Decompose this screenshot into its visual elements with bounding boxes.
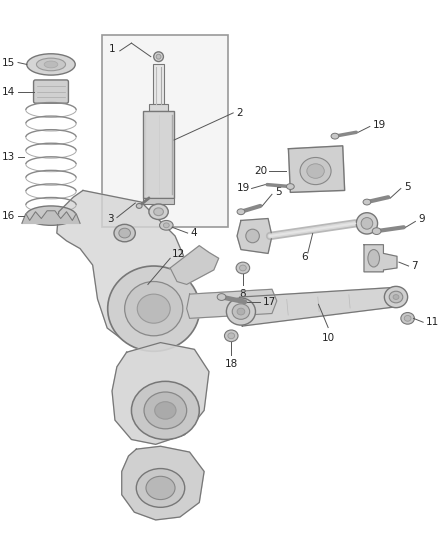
Ellipse shape: [246, 229, 259, 243]
Ellipse shape: [144, 392, 187, 429]
Text: 5: 5: [404, 182, 410, 191]
Ellipse shape: [136, 204, 142, 208]
Ellipse shape: [240, 265, 246, 271]
Bar: [149, 104, 168, 111]
Polygon shape: [187, 289, 277, 318]
Ellipse shape: [154, 208, 163, 216]
Ellipse shape: [286, 184, 294, 189]
Ellipse shape: [232, 304, 250, 319]
Text: 13: 13: [2, 152, 15, 163]
FancyBboxPatch shape: [34, 80, 68, 103]
Text: 7: 7: [412, 261, 418, 271]
Bar: [143, 111, 174, 198]
Ellipse shape: [119, 228, 131, 238]
Text: 5: 5: [275, 188, 282, 197]
Polygon shape: [122, 446, 204, 520]
Ellipse shape: [154, 52, 163, 61]
Polygon shape: [289, 146, 345, 192]
Ellipse shape: [226, 298, 255, 325]
Text: 19: 19: [237, 183, 250, 193]
Polygon shape: [364, 245, 397, 272]
Polygon shape: [22, 211, 80, 223]
Text: 17: 17: [263, 297, 276, 307]
Ellipse shape: [361, 217, 373, 229]
Ellipse shape: [108, 266, 200, 351]
Polygon shape: [170, 246, 219, 285]
Ellipse shape: [27, 54, 75, 75]
Text: 14: 14: [2, 86, 15, 96]
Ellipse shape: [217, 294, 226, 301]
Ellipse shape: [393, 295, 399, 300]
Ellipse shape: [385, 286, 408, 308]
Ellipse shape: [26, 206, 76, 225]
Text: 3: 3: [107, 214, 114, 224]
Ellipse shape: [389, 291, 403, 303]
Ellipse shape: [356, 213, 378, 234]
Text: 10: 10: [321, 333, 335, 343]
Text: 8: 8: [240, 289, 246, 299]
Ellipse shape: [114, 224, 135, 242]
Ellipse shape: [44, 61, 58, 68]
Ellipse shape: [36, 58, 66, 71]
Ellipse shape: [331, 133, 339, 139]
Text: 4: 4: [191, 228, 197, 238]
Ellipse shape: [156, 54, 161, 59]
Ellipse shape: [372, 228, 381, 235]
Text: 16: 16: [2, 211, 15, 221]
Ellipse shape: [137, 294, 170, 323]
Ellipse shape: [155, 402, 176, 419]
Text: 6: 6: [302, 252, 308, 262]
Ellipse shape: [237, 308, 245, 315]
Ellipse shape: [228, 333, 235, 338]
Polygon shape: [57, 190, 190, 348]
Ellipse shape: [236, 262, 250, 274]
Polygon shape: [237, 219, 272, 253]
Text: 11: 11: [426, 317, 438, 327]
Ellipse shape: [149, 204, 168, 220]
Text: 19: 19: [373, 119, 386, 130]
Bar: [102, 35, 228, 227]
Ellipse shape: [300, 157, 331, 184]
Text: 12: 12: [172, 249, 185, 260]
Text: 2: 2: [236, 108, 243, 118]
Text: 20: 20: [254, 166, 267, 176]
Text: 18: 18: [225, 359, 238, 369]
Ellipse shape: [136, 469, 185, 507]
Ellipse shape: [131, 381, 199, 440]
Ellipse shape: [125, 281, 183, 336]
Text: 1: 1: [110, 44, 116, 54]
Text: 9: 9: [418, 214, 425, 224]
Bar: [153, 64, 164, 107]
Ellipse shape: [237, 209, 245, 215]
Ellipse shape: [224, 330, 238, 342]
Ellipse shape: [363, 199, 371, 205]
Ellipse shape: [159, 221, 173, 230]
Ellipse shape: [146, 477, 175, 499]
Text: 15: 15: [2, 58, 15, 68]
Ellipse shape: [404, 316, 411, 321]
Ellipse shape: [368, 249, 379, 267]
Polygon shape: [112, 343, 209, 445]
Bar: [143, 198, 174, 204]
Ellipse shape: [163, 223, 169, 228]
Polygon shape: [240, 287, 397, 326]
Ellipse shape: [401, 312, 414, 324]
Ellipse shape: [307, 164, 324, 179]
